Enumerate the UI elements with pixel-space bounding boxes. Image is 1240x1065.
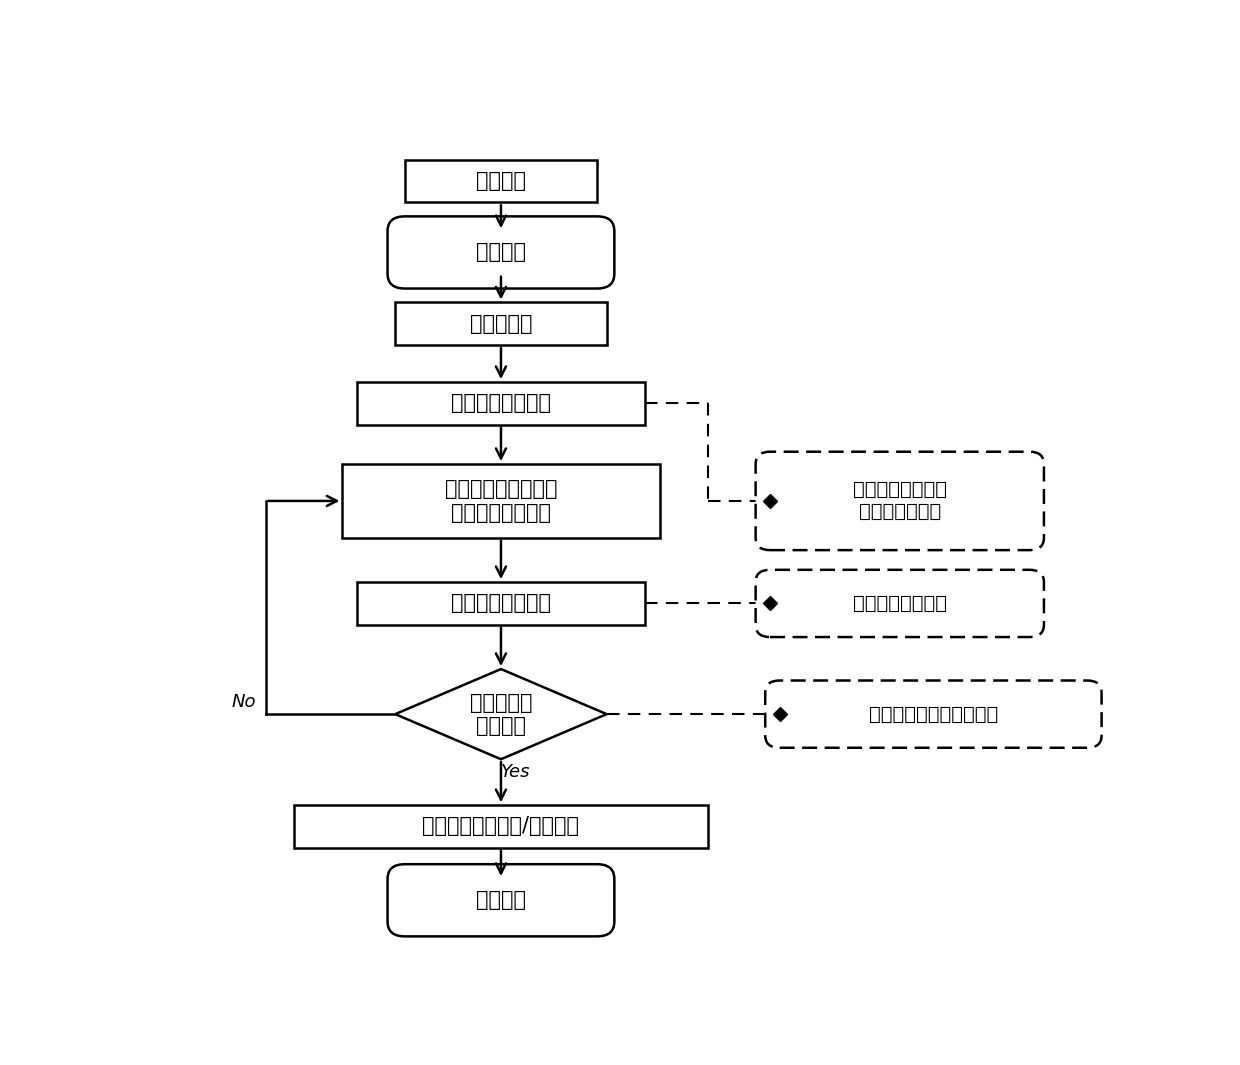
Bar bbox=[404, 160, 598, 202]
Text: 被试登录: 被试登录 bbox=[476, 171, 526, 191]
Text: 根据选题策略选择下
一道题供被试作答: 根据选题策略选择下 一道题供被试作答 bbox=[445, 479, 557, 523]
Text: 与被试认知状态相
匹配的选题策略: 与被试认知状态相 匹配的选题策略 bbox=[853, 480, 947, 522]
FancyBboxPatch shape bbox=[755, 570, 1044, 637]
Text: 结束测试: 结束测试 bbox=[476, 890, 526, 911]
FancyBboxPatch shape bbox=[765, 681, 1101, 748]
Polygon shape bbox=[396, 669, 606, 759]
Bar bbox=[396, 302, 606, 345]
Bar bbox=[342, 464, 660, 538]
Text: 认知诊断计量模型: 认知诊断计量模型 bbox=[853, 594, 947, 613]
FancyBboxPatch shape bbox=[388, 864, 614, 936]
Text: 定长或不定长（信息量）: 定长或不定长（信息量） bbox=[869, 705, 998, 723]
Text: 报告认知诊断结果/补救建议: 报告认知诊断结果/补救建议 bbox=[423, 817, 579, 836]
Text: 初始题选取: 初始题选取 bbox=[470, 314, 532, 333]
Bar bbox=[357, 382, 645, 425]
Bar bbox=[294, 805, 708, 848]
FancyBboxPatch shape bbox=[755, 452, 1044, 551]
Text: No: No bbox=[232, 693, 255, 710]
Text: 是否达到终
止条件？: 是否达到终 止条件？ bbox=[470, 692, 532, 736]
Text: 估计被试当前状态: 估计被试当前状态 bbox=[451, 593, 551, 613]
Text: 开始测试: 开始测试 bbox=[476, 243, 526, 262]
Bar bbox=[357, 583, 645, 625]
Text: Yes: Yes bbox=[501, 764, 531, 782]
Text: 估计被试当前状态: 估计被试当前状态 bbox=[451, 393, 551, 413]
FancyBboxPatch shape bbox=[388, 216, 614, 289]
